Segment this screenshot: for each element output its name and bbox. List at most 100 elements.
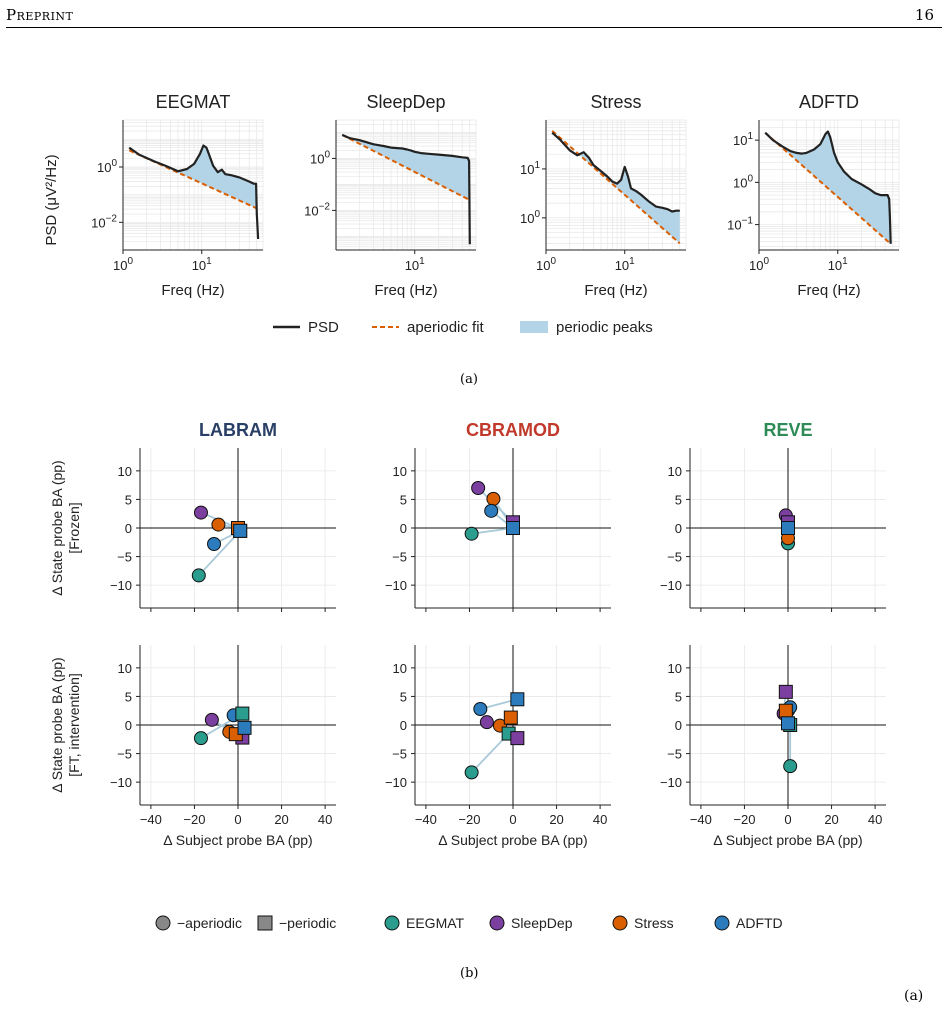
scatter-xtick-label: 0	[234, 812, 241, 827]
scatter-xtick-label: −20	[458, 812, 480, 827]
psd-aperiodic-line	[764, 131, 892, 245]
scatter-panel-cbramod-ft: −40 −20 0 20 40 10 5 0 −5 −10 Δ Subject probe BA (…	[385, 645, 611, 848]
scatter-ytick-label: −5	[117, 747, 132, 762]
row-label: Δ State probe BA (pp)	[49, 460, 65, 595]
scatter-xtick-label: 0	[509, 812, 516, 827]
point-periodic-adftd	[781, 716, 795, 731]
figure-a-psd: PSD (μV²/Hz) PSD aperiodic fit periodic …	[43, 92, 900, 336]
psd-ytick-label: 101	[520, 160, 540, 177]
legend-peaks-label: periodic peaks	[556, 319, 653, 336]
point-aperiodic-sleepdep	[471, 481, 486, 495]
psd-xtick-label: 100	[113, 256, 133, 273]
scatter-ytick-label: 0	[675, 521, 682, 536]
point-periodic-sleepdep	[778, 684, 793, 699]
psd-xtick-label: 100	[749, 256, 769, 273]
scatter-xtick-label: 40	[868, 812, 882, 827]
scatter-ytick-label: 10	[393, 661, 407, 676]
point-aperiodic-eegmat	[191, 568, 206, 583]
legend-aperiodic-label: aperiodic fit	[407, 319, 485, 336]
page-number: 16	[914, 6, 934, 24]
pair-link	[198, 530, 241, 577]
model-title: CBRAMOD	[466, 420, 560, 440]
psd-xtick-label: 101	[615, 256, 635, 273]
point-periodic-stress	[778, 703, 793, 718]
point-periodic-adftd	[510, 692, 525, 707]
psd-panel-title: ADFTD	[799, 92, 859, 112]
psd-ytick-label: 100	[97, 158, 117, 175]
psd-panel-title: SleepDep	[366, 92, 445, 112]
scatter-ytick-label: −10	[385, 775, 407, 790]
point-periodic-eegmat	[235, 706, 250, 721]
caption-a: (a)	[460, 372, 478, 387]
page-header: Preprint 16	[0, 0, 948, 30]
point-aperiodic-sleepdep	[479, 715, 494, 730]
trailing-ref: (a)	[904, 988, 924, 1004]
legend-psd-label: PSD	[308, 319, 339, 336]
psd-line	[551, 131, 680, 213]
point-aperiodic-eegmat	[464, 526, 479, 541]
scatter-ytick-label: −10	[660, 578, 682, 593]
psd-line	[128, 144, 260, 240]
point-periodic-sleepdep	[510, 731, 525, 746]
psd-xlabel: Freq (Hz)	[161, 282, 224, 299]
scatter-ytick-label: −5	[667, 550, 682, 565]
scatter-ytick-label: −10	[110, 775, 132, 790]
point-aperiodic-stress	[486, 491, 501, 506]
scatter-panel-reve-ft: −40 −20 0 20 40 10 5 0 −5 −10 Δ Subject probe BA (…	[660, 645, 886, 848]
legend-marker-eegmat	[384, 915, 400, 931]
psd-panel-sleepdep: 101 100 10−2 SleepDep Freq (Hz)	[304, 92, 477, 299]
psd-legend: PSD aperiodic fit periodic peaks	[273, 319, 653, 336]
scatter-ytick-label: 5	[675, 492, 682, 507]
scatter-ytick-label: −10	[660, 775, 682, 790]
legend-marker-adftd	[714, 915, 730, 931]
scatter-ytick-label: 10	[118, 661, 132, 676]
scatter-ytick-label: 10	[668, 661, 682, 676]
figure-b-scatter: Δ State probe BA (pp) [Frozen]Δ State pro…	[49, 420, 886, 931]
psd-ytick-label: 10−2	[91, 213, 117, 230]
psd-ytick-label: 100	[733, 173, 753, 190]
scatter-ytick-label: 10	[393, 464, 407, 479]
scatter-ytick-label: −5	[392, 747, 407, 762]
legend-marker-sleepdep	[489, 915, 505, 931]
legend-marker-minus-aperiodic	[155, 915, 171, 931]
psd-ytick-label: 100	[310, 149, 330, 166]
legend-marker-minus-periodic	[257, 915, 273, 931]
psd-panel-title: Stress	[590, 92, 641, 112]
psd-ytick-label: 101	[733, 131, 753, 148]
psd-aperiodic-line	[128, 149, 258, 210]
psd-ytick-label: 10−2	[304, 201, 330, 218]
psd-panel-eegmat: 100 101 100 10−2 EEGMAT Freq (Hz)	[91, 92, 264, 299]
point-aperiodic-eegmat	[464, 765, 479, 780]
model-title: REVE	[763, 420, 812, 440]
scatter-xtick-label: −40	[415, 812, 437, 827]
psd-aperiodic-line	[551, 130, 681, 245]
scatter-ytick-label: 5	[400, 689, 407, 704]
scatter-xtick-label: −20	[183, 812, 205, 827]
scatter-xtick-label: 20	[824, 812, 838, 827]
psd-line	[764, 130, 892, 244]
point-aperiodic-sleepdep	[193, 505, 208, 520]
point-aperiodic-sleepdep	[204, 712, 219, 727]
point-aperiodic-adftd	[207, 537, 222, 551]
caption-b: (b)	[460, 966, 479, 981]
scatter-xlabel: Δ Subject probe BA (pp)	[438, 832, 587, 848]
point-aperiodic-eegmat	[783, 759, 798, 774]
scatter-ytick-label: 0	[125, 718, 132, 733]
scatter-ytick-label: 5	[675, 689, 682, 704]
scatter-xtick-label: 0	[784, 812, 791, 827]
running-title: Preprint	[6, 6, 74, 24]
psd-line	[341, 133, 471, 245]
scatter-ytick-label: 0	[400, 718, 407, 733]
point-aperiodic-adftd	[473, 702, 488, 716]
scatter-ytick-label: −5	[667, 747, 682, 762]
row-label: Δ State probe BA (pp)	[49, 657, 65, 792]
scatter-xtick-label: −40	[690, 812, 712, 827]
scatter-xlabel: Δ Subject probe BA (pp)	[713, 832, 862, 848]
point-periodic-adftd	[237, 720, 252, 735]
psd-xlabel: Freq (Hz)	[374, 282, 437, 299]
scatter-legend: −aperiodic −periodic EEGMAT SleepDep Stress A…	[155, 915, 783, 931]
legend-peaks-swatch	[520, 321, 548, 333]
psd-xlabel: Freq (Hz)	[797, 282, 860, 299]
scatter-xtick-label: 40	[593, 812, 607, 827]
legend-label: −aperiodic	[177, 915, 242, 931]
